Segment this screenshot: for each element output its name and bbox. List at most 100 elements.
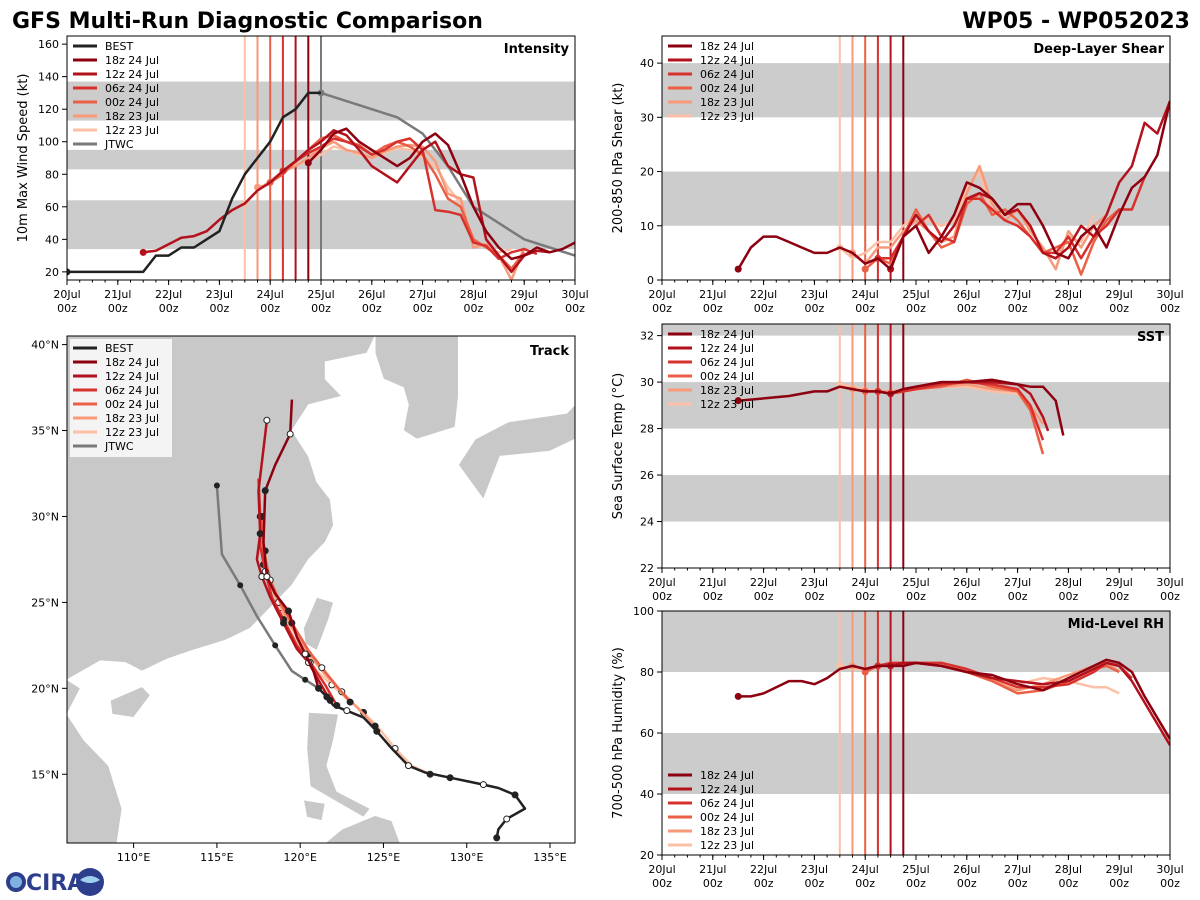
sst-ytick-label-1: 24: [640, 516, 654, 529]
shear-ytick-label-4: 40: [640, 57, 654, 70]
intensity-xtick-label-5: 25Jul: [307, 288, 334, 301]
track-marker-best-4: [511, 791, 519, 799]
sst-xtick-sub-8: 00z: [1059, 590, 1079, 603]
sst-title: SST: [1137, 330, 1164, 345]
shear-xtick-sub-3: 00z: [805, 302, 825, 315]
land-visayas: [324, 815, 401, 843]
track-marker-jtwc-3: [272, 642, 279, 649]
intensity-legend-label-6: 12z 23 Jul: [105, 124, 159, 137]
land-luzon: [306, 711, 371, 818]
intensity-start-marker-run-1: [139, 248, 147, 256]
track-xtick-label-4: 130°E: [450, 851, 483, 864]
sst-xtick-label-0: 20Jul: [648, 576, 675, 589]
track-xtick-label-2: 120°E: [283, 851, 316, 864]
sst-band-2: [662, 324, 1170, 336]
intensity-plot-area: [67, 36, 575, 280]
sst-xtick-label-10: 30Jul: [1156, 576, 1183, 589]
shear-xtick-sub-9: 00z: [1109, 302, 1129, 315]
rh-xtick-label-7: 27Jul: [1004, 863, 1031, 876]
track-marker-run-1-8: [256, 530, 264, 538]
intensity-series-run-1: [143, 129, 550, 274]
track-marker-jtwc-1: [302, 676, 309, 683]
shear-ytick-label-1: 10: [640, 220, 654, 233]
track-legend-label-5: 18z 23 Jul: [105, 412, 159, 425]
rh-series-run-1: [890, 661, 1170, 746]
rh-panel: 2040608010020Jul00z21Jul00z22Jul00z23Jul…: [611, 605, 1184, 890]
rh-xtick-label-1: 21Jul: [699, 863, 726, 876]
rh-xtick-label-5: 25Jul: [902, 863, 929, 876]
rh-legend-label-2: 06z 24 Jul: [700, 797, 754, 810]
track-marker-best-16: [323, 693, 331, 701]
rh-xtick-sub-3: 00z: [805, 877, 825, 890]
track-legend-label-2: 12z 24 Jul: [105, 370, 159, 383]
sst-xtick-label-6: 26Jul: [953, 576, 980, 589]
shear-legend-label-0: 18z 24 Jul: [700, 40, 754, 53]
land-mindoro: [302, 799, 326, 822]
intensity-xtick-label-9: 29Jul: [511, 288, 538, 301]
track-marker-run-0-10: [286, 430, 294, 438]
track-legend-box: [70, 339, 172, 457]
sst-legend-label-3: 00z 24 Jul: [700, 370, 754, 383]
sst-xtick-sub-2: 00z: [754, 590, 774, 603]
intensity-xtick-sub-7: 00z: [413, 302, 433, 315]
sst-series-run-0: [738, 378, 1065, 436]
cira-logo: CIRA: [6, 868, 104, 896]
shear-ytick-label-3: 30: [640, 111, 654, 124]
intensity-xtick-label-6: 26Jul: [358, 288, 385, 301]
track-marker-best-0: [493, 834, 501, 842]
shear-legend-label-5: 12z 23 Jul: [700, 110, 754, 123]
track-marker-run-0-8: [261, 487, 269, 495]
land-hainan: [109, 686, 151, 718]
intensity-xtick-sub-6: 00z: [362, 302, 382, 315]
sst-xtick-sub-9: 00z: [1109, 590, 1129, 603]
track-legend-label-3: 06z 24 Jul: [105, 384, 159, 397]
shear-plot-area: [662, 36, 1170, 280]
track-ytick-label-1: 20°N: [31, 682, 59, 695]
sst-band-0: [662, 475, 1170, 522]
rh-xtick-sub-9: 00z: [1109, 877, 1129, 890]
track-panel: 110°E 115°E 120°E 125°E 130°E 135°E 15°N 20°N 25…: [31, 335, 576, 864]
sst-xtick-sub-6: 00z: [957, 590, 977, 603]
rh-xtick-sub-8: 00z: [1059, 877, 1079, 890]
sst-xtick-sub-7: 00z: [1008, 590, 1028, 603]
rh-legend-label-4: 18z 23 Jul: [700, 825, 754, 838]
intensity-xtick-label-0: 20Jul: [53, 288, 80, 301]
sst-xtick-sub-1: 00z: [703, 590, 723, 603]
sst-legend-label-4: 18z 23 Jul: [700, 384, 754, 397]
intensity-xtick-sub-4: 00z: [260, 302, 280, 315]
intensity-legend-label-2: 12z 24 Jul: [105, 68, 159, 81]
rh-xtick-sub-7: 00z: [1008, 877, 1028, 890]
intensity-ytick-label-7: 160: [38, 38, 59, 51]
sst-xtick-sub-5: 00z: [906, 590, 926, 603]
intensity-legend-label-5: 18z 23 Jul: [105, 110, 159, 123]
track-ytick-label-2: 25°N: [31, 596, 59, 609]
track-legend-label-1: 18z 24 Jul: [105, 356, 159, 369]
sst-ytick-label-0: 22: [640, 562, 654, 575]
rh-xtick-sub-2: 00z: [754, 877, 774, 890]
rh-xtick-label-9: 29Jul: [1106, 863, 1133, 876]
figure-title-right: WP05 - WP052023: [962, 9, 1190, 34]
intensity-xtick-sub-1: 00z: [108, 302, 128, 315]
intensity-xtick-label-1: 21Jul: [104, 288, 131, 301]
rh-xtick-sub-6: 00z: [957, 877, 977, 890]
shear-legend-label-2: 06z 24 Jul: [700, 68, 754, 81]
rh-xtick-label-4: 24Jul: [852, 863, 879, 876]
sst-xtick-sub-0: 00z: [652, 590, 672, 603]
rh-ytick-label-3: 80: [640, 666, 654, 679]
intensity-legend-label-1: 18z 24 Jul: [105, 54, 159, 67]
sst-legend-label-2: 06z 24 Jul: [700, 356, 754, 369]
shear-start-marker-run-3: [861, 265, 869, 273]
sst-ytick-label-2: 26: [640, 469, 654, 482]
logo-globe-inner-icon: [10, 876, 22, 888]
intensity-legend-label-0: BEST: [105, 40, 133, 53]
sst-xtick-label-7: 27Jul: [1004, 576, 1031, 589]
shear-xtick-label-4: 24Jul: [852, 288, 879, 301]
intensity-series-best: [67, 91, 321, 274]
track-legend-label-6: 12z 23 Jul: [105, 426, 159, 439]
shear-xtick-label-8: 28Jul: [1055, 288, 1082, 301]
track-marker-run-0-4: [285, 607, 293, 615]
logo-swirl-arc-icon: [80, 876, 100, 883]
intensity-ytick-label-2: 60: [45, 201, 59, 214]
intensity-xtick-sub-2: 00z: [159, 302, 179, 315]
intensity-ytick-label-5: 120: [38, 103, 59, 116]
